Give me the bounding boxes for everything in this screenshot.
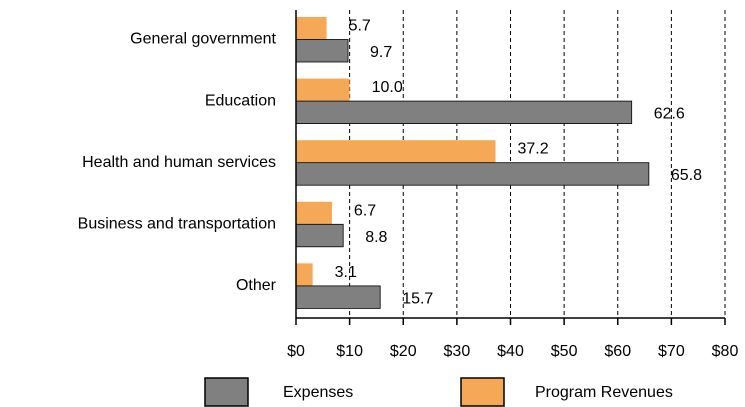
data-label: 6.7 bbox=[354, 202, 376, 219]
legend-label: Expenses bbox=[283, 384, 353, 401]
x-tick-label: $50 bbox=[551, 343, 578, 360]
y-tick-label: General government bbox=[130, 31, 276, 48]
legend-swatch bbox=[204, 377, 249, 407]
bar bbox=[296, 78, 350, 102]
y-tick-label: Other bbox=[236, 277, 277, 294]
bar bbox=[296, 17, 327, 40]
x-tick-label: $20 bbox=[390, 343, 417, 360]
bar bbox=[296, 201, 332, 225]
data-label: 15.7 bbox=[402, 290, 433, 307]
x-tick-label: $70 bbox=[658, 343, 685, 360]
x-tick-label: $60 bbox=[604, 343, 631, 360]
legend-label: Program Revenues bbox=[535, 384, 673, 401]
x-tick-label: $40 bbox=[497, 343, 524, 360]
data-label: 5.7 bbox=[349, 17, 371, 34]
data-label: 65.8 bbox=[671, 167, 702, 184]
x-tick-label: $30 bbox=[444, 343, 471, 360]
x-tick-label: $80 bbox=[712, 343, 739, 360]
bar bbox=[295, 100, 633, 124]
y-tick-label: Education bbox=[205, 92, 276, 109]
y-tick-label: Business and transportation bbox=[78, 216, 276, 233]
y-tick-label: Health and human services bbox=[82, 154, 276, 171]
bar bbox=[295, 39, 349, 63]
x-tick-label: $10 bbox=[336, 343, 363, 360]
x-tick-label: $0 bbox=[287, 343, 305, 360]
data-label: 37.2 bbox=[517, 141, 548, 158]
data-label: 9.7 bbox=[370, 44, 392, 61]
bar bbox=[296, 140, 496, 163]
bar bbox=[295, 285, 381, 309]
data-label: 8.8 bbox=[365, 229, 387, 246]
bar bbox=[295, 162, 650, 186]
legend-swatch bbox=[460, 377, 505, 407]
bar bbox=[295, 223, 344, 248]
data-label: 3.1 bbox=[335, 264, 357, 281]
data-label: 10.0 bbox=[372, 79, 403, 96]
data-label: 62.6 bbox=[654, 106, 685, 123]
bar bbox=[296, 263, 313, 286]
